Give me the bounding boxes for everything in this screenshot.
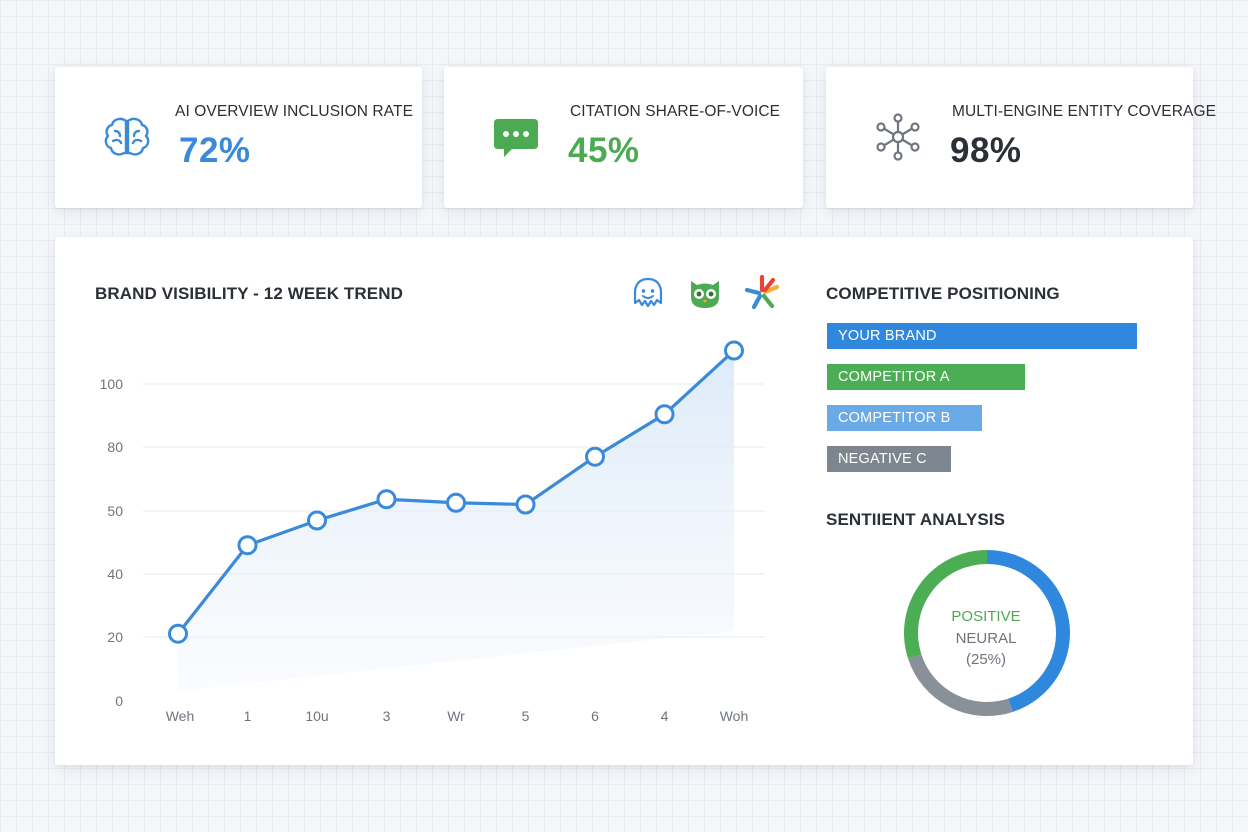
donut-slice <box>904 550 988 659</box>
x-tick-label: 6 <box>591 708 599 724</box>
trend-area <box>178 350 734 691</box>
x-tick-label: Wr <box>447 708 465 724</box>
x-tick-label: Weh <box>166 708 195 724</box>
x-tick-label: 4 <box>661 708 669 724</box>
network-icon <box>876 113 920 161</box>
kpi-label: CITATION SHARE-OF-VOICE <box>570 103 781 120</box>
donut-slice <box>908 654 1013 716</box>
trend-title: BRAND VISIBILITY - 12 WEEK TREND <box>95 284 403 303</box>
owl-icon[interactable] <box>685 273 725 313</box>
trend-line-chart: 0 20 40 50 80 100 Weh 1 10u 3 Wr 5 6 4 Woh <box>100 340 765 724</box>
trend-data-point[interactable] <box>724 340 744 361</box>
y-tick-label: 100 <box>100 376 124 392</box>
sentiment-title: SENTIIENT ANALYSIS <box>826 510 1006 529</box>
competitive-bar: COMPETITOR B <box>827 405 982 431</box>
kpi-label: MULTI-ENGINE ENTITY COVERAGE <box>952 103 1217 120</box>
y-tick-label: 0 <box>115 693 123 709</box>
trend-data-point[interactable] <box>168 623 188 644</box>
kpi-value: 45% <box>568 131 640 170</box>
kpi-value: 98% <box>950 131 1022 170</box>
y-tick-label: 80 <box>107 439 123 455</box>
sentiment-donut-chart <box>904 550 1070 716</box>
trend-data-point[interactable] <box>654 404 675 425</box>
competitive-bar: YOUR BRAND <box>827 323 1137 349</box>
trend-data-point[interactable] <box>376 489 397 510</box>
competitive-bar: NEGATIVE C <box>827 446 951 472</box>
trend-data-point[interactable] <box>237 535 258 556</box>
trend-data-point[interactable] <box>446 492 466 513</box>
x-tick-label: 3 <box>383 708 391 724</box>
y-tick-label: 40 <box>107 566 123 582</box>
donut-label-neutral: NEURAL <box>955 630 1017 647</box>
x-tick-label: 10u <box>305 708 328 724</box>
chat-bubble-icon <box>494 119 538 157</box>
main-panel: BRAND VISIBILITY - 12 WEEK TREND 0 20 40 50… <box>55 237 1193 765</box>
kpi-card-share-of-voice: CITATION SHARE-OF-VOICE 45% <box>444 67 803 208</box>
trend-data-point[interactable] <box>585 446 605 467</box>
donut-slice <box>986 550 1070 712</box>
kpi-card-inclusion-rate: AI OVERVIEW INCLUSION RATE 72% <box>55 67 422 208</box>
sparkle-icon[interactable] <box>742 273 782 313</box>
ghost-face-icon[interactable] <box>628 273 668 313</box>
kpi-card-entity-coverage: MULTI-ENGINE ENTITY COVERAGE 98% <box>826 67 1216 208</box>
trend-data-point[interactable] <box>307 510 327 531</box>
y-tick-label: 20 <box>107 629 123 645</box>
donut-label-percent: (25%) <box>965 651 1006 668</box>
x-tick-label: 5 <box>522 708 530 724</box>
competitive-bar: COMPETITOR A <box>827 364 1026 390</box>
brain-icon <box>104 117 150 156</box>
x-tick-label: 1 <box>244 708 252 724</box>
kpi-value: 72% <box>179 131 251 170</box>
trend-data-point[interactable] <box>515 494 536 515</box>
y-tick-label: 50 <box>107 503 123 519</box>
competitive-title: COMPETITIVE POSITIONING <box>826 284 1060 303</box>
kpi-label: AI OVERVIEW INCLUSION RATE <box>175 103 414 120</box>
x-tick-label: Woh <box>720 708 749 724</box>
donut-label-positive: POSITIVE <box>951 608 1021 625</box>
